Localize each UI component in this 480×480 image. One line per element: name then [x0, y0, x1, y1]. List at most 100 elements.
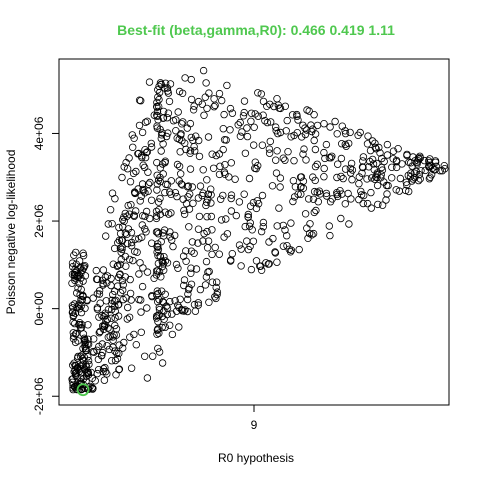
scatter-point: [182, 257, 190, 265]
scatter-point: [159, 229, 167, 237]
scatter-point: [337, 214, 345, 223]
y-tick-label: -2e+06: [32, 377, 46, 415]
scatter-point: [125, 255, 134, 264]
scatter-point: [355, 173, 363, 181]
scatter-point: [219, 124, 227, 133]
scatter-point: [258, 141, 267, 149]
scatter-point: [71, 274, 79, 282]
scatter-point: [96, 327, 104, 336]
scatter-point: [389, 155, 397, 163]
scatter-point: [129, 256, 137, 265]
scatter-point: [283, 116, 291, 125]
scatter-point: [203, 212, 211, 221]
scatter-point: [303, 126, 311, 134]
scatter-point: [201, 281, 210, 289]
scatter-point: [71, 248, 80, 257]
scatter-point: [268, 182, 277, 190]
scatter-point: [206, 185, 215, 193]
scatter-point: [425, 163, 433, 171]
scatter-point: [187, 269, 195, 277]
y-tick-label: 2e+06: [32, 204, 46, 238]
scatter-point: [363, 140, 372, 148]
scatter-point: [176, 295, 184, 303]
scatter-point: [300, 145, 308, 153]
scatter-point: [113, 262, 121, 270]
scatter-point: [141, 212, 149, 220]
scatter-point: [320, 148, 328, 157]
scatter-point: [120, 217, 128, 225]
scatter-point: [227, 191, 236, 199]
scatter-point: [202, 198, 211, 206]
scatter-point: [201, 93, 209, 101]
scatter-point: [314, 197, 322, 206]
scatter-point: [156, 210, 164, 219]
scatter-point: [108, 300, 116, 308]
scatter-point: [367, 188, 375, 197]
scatter-point: [272, 156, 280, 164]
scatter-point: [118, 223, 127, 231]
scatter-point: [344, 189, 352, 198]
scatter-point: [76, 264, 84, 272]
scatter-point: [154, 344, 162, 353]
points-layer: [68, 66, 449, 394]
scatter-point: [358, 163, 367, 171]
x-axis: 9: [251, 405, 258, 432]
scatter-point: [118, 286, 127, 294]
scatter-point: [388, 163, 396, 171]
scatter-point: [189, 199, 197, 207]
scatter-point: [191, 307, 200, 315]
scatter-point: [441, 164, 449, 173]
scatter-point: [210, 95, 218, 103]
scatter-point: [116, 289, 125, 297]
scatter-point: [200, 229, 208, 238]
scatter-point: [219, 145, 227, 154]
scatter-point: [128, 131, 136, 139]
scatter-point: [389, 147, 398, 155]
scatter-point: [440, 161, 448, 170]
scatter-point: [134, 185, 142, 193]
scatter-point: [368, 174, 376, 182]
scatter-point: [305, 195, 313, 203]
scatter-point: [187, 75, 195, 84]
scatter-point: [244, 210, 252, 219]
scatter-point: [272, 169, 281, 177]
scatter-point: [102, 297, 110, 305]
scatter-point: [106, 332, 114, 341]
scatter-point: [71, 330, 80, 338]
scatter-point: [91, 377, 99, 385]
scatter-point: [161, 157, 169, 165]
scatter-point: [220, 110, 228, 119]
scatter-point: [243, 132, 252, 141]
scatter-point: [97, 351, 106, 360]
scatter-point: [138, 221, 146, 229]
scatter-point: [156, 125, 164, 134]
scatter-point: [171, 297, 179, 305]
scatter-point: [220, 168, 229, 176]
scatter-point: [154, 325, 162, 333]
scatter-point: [92, 275, 101, 283]
scatter-point: [371, 139, 379, 147]
scatter-point: [299, 150, 307, 158]
scatter-point: [155, 88, 164, 97]
scatter-point: [72, 272, 81, 281]
scatter-point: [183, 183, 192, 191]
scatter-point: [276, 183, 284, 191]
scatter-point: [69, 318, 77, 326]
scatter-point: [154, 229, 163, 238]
scatter-point: [166, 80, 175, 88]
scatter-point: [275, 204, 283, 212]
scatter-point: [98, 276, 107, 284]
scatter-point: [228, 249, 236, 258]
scatter-point: [238, 128, 246, 136]
scatter-point: [348, 166, 357, 174]
scatter-point: [256, 262, 264, 270]
scatter-point: [158, 359, 167, 367]
scatter-point: [259, 97, 268, 106]
scatter-point: [337, 172, 345, 181]
scatter-point: [161, 290, 169, 298]
scatter-point: [307, 121, 315, 129]
scatter-point: [290, 156, 298, 165]
scatter-point: [141, 189, 149, 197]
scatter-point: [157, 147, 165, 155]
scatter-point: [95, 313, 103, 321]
